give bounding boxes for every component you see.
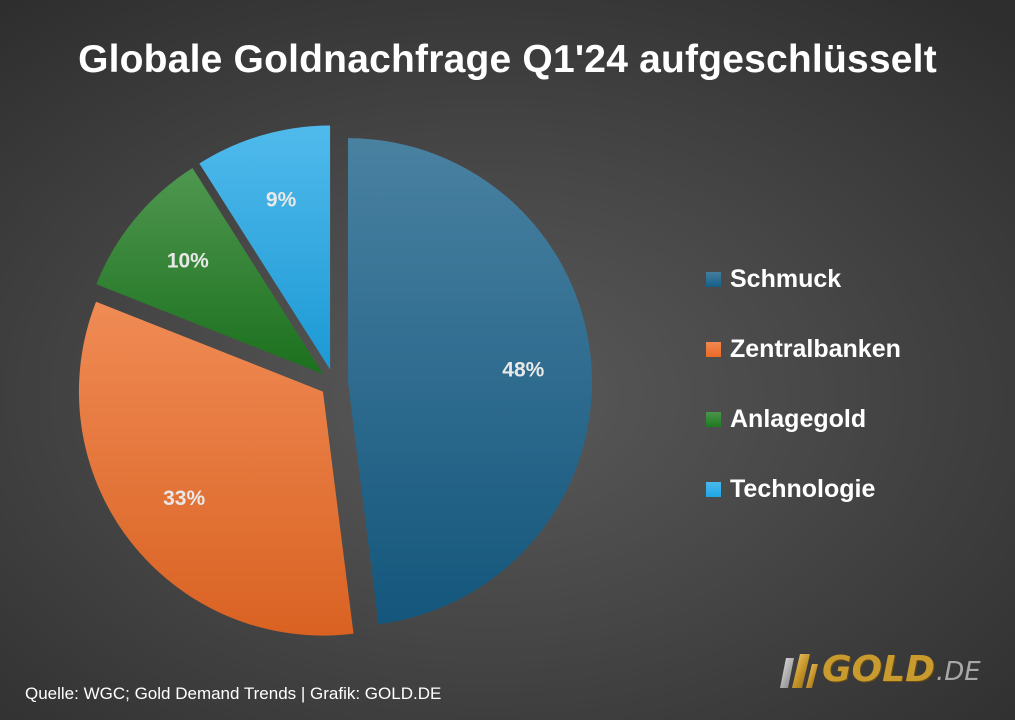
pie-slice-schmuck	[347, 138, 592, 625]
legend-swatch	[706, 482, 721, 497]
slice-label-technologie: 9%	[266, 188, 297, 211]
legend-label: Technologie	[730, 475, 876, 503]
pie-slice-technologie	[199, 125, 331, 370]
slice-label-anlagegold: 10%	[167, 250, 209, 273]
legend-swatch	[706, 272, 721, 287]
legend-item-zentralbanken: Zentralbanken	[706, 335, 901, 364]
pie-slice-zentralbanken	[78, 301, 354, 636]
legend-item-schmuck: Schmuck	[706, 265, 841, 294]
gold-de-logo: GOLD .DE	[776, 650, 981, 690]
logo-text: GOLD	[822, 649, 935, 690]
slice-label-schmuck: 48%	[502, 359, 544, 382]
legend-item-anlagegold: Anlagegold	[706, 405, 866, 434]
legend-swatch	[706, 342, 721, 357]
logo-suffix: .DE	[935, 657, 981, 687]
gold-bars-icon	[780, 654, 818, 688]
legend-swatch	[706, 412, 721, 427]
chart-title: Globale Goldnachfrage Q1'24 aufgeschlüss…	[78, 38, 937, 81]
slice-label-zentralbanken: 33%	[163, 487, 205, 510]
legend-item-technologie: Technologie	[706, 475, 875, 504]
pie-slice-anlagegold	[96, 168, 324, 375]
source-note: Quelle: WGC; Gold Demand Trends | Grafik…	[25, 684, 442, 703]
legend-label: Schmuck	[730, 265, 842, 293]
legend-label: Anlagegold	[730, 405, 867, 433]
legend-label: Zentralbanken	[730, 335, 901, 363]
